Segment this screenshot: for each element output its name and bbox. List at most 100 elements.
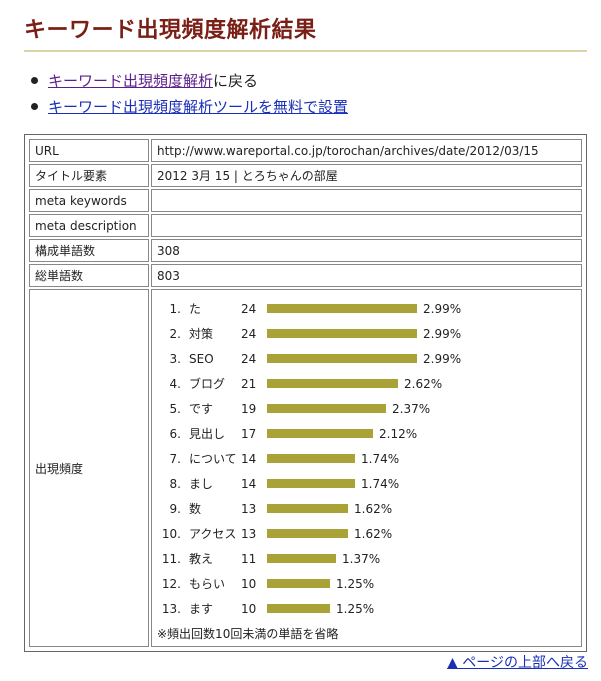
row-key: タイトル要素 [29, 164, 149, 187]
frequency-count: 17 [241, 426, 257, 441]
frequency-label: 出現頻度 [29, 289, 149, 647]
frequency-rank: 11. [161, 551, 181, 566]
frequency-percent: 2.99% [423, 326, 462, 341]
frequency-item: 4. ブログ 21 2.62% [157, 371, 576, 396]
frequency-count: 10 [241, 576, 257, 591]
frequency-count: 21 [241, 376, 257, 391]
frequency-count: 10 [241, 601, 257, 616]
table-row: meta description [29, 214, 582, 237]
link-suffix: に戻る [213, 72, 259, 90]
table-row: meta keywords [29, 189, 582, 212]
frequency-count: 11 [241, 551, 257, 566]
frequency-bar [267, 429, 373, 438]
bullet-icon [31, 77, 38, 84]
frequency-percent: 1.74% [361, 451, 400, 466]
row-key: meta keywords [29, 189, 149, 212]
result-table-container: URL http://www.wareportal.co.jp/torochan/… [24, 134, 587, 652]
frequency-percent: 2.37% [392, 401, 431, 416]
row-key: 総単語数 [29, 264, 149, 287]
row-value [151, 189, 582, 212]
table-row: 構成単語数 308 [29, 239, 582, 262]
frequency-bar [267, 304, 417, 313]
install-tool-link[interactable]: キーワード出現頻度解析ツールを無料で設置 [48, 98, 349, 116]
table-row: タイトル要素 2012 3月 15 | とろちゃんの部屋 [29, 164, 582, 187]
frequency-item: 13. ます 10 1.25% [157, 596, 576, 621]
row-key: 構成単語数 [29, 239, 149, 262]
frequency-percent: 2.99% [423, 301, 462, 316]
frequency-bar [267, 354, 417, 363]
frequency-word: まし [189, 477, 214, 491]
row-value: http://www.wareportal.co.jp/torochan/arc… [151, 139, 582, 162]
nav-links: キーワード出現頻度解析に戻る キーワード出現頻度解析ツールを無料で設置 [24, 68, 348, 120]
frequency-rank: 8. [169, 476, 181, 491]
list-item: キーワード出現頻度解析に戻る [24, 68, 348, 94]
frequency-rank: 9. [169, 501, 181, 516]
frequency-percent: 1.37% [342, 551, 381, 566]
frequency-percent: 2.12% [379, 426, 418, 441]
frequency-bar [267, 529, 348, 538]
back-to-top-link[interactable]: ▲ ページの上部へ戻る [447, 655, 588, 671]
frequency-bar [267, 479, 355, 488]
frequency-rank: 7. [169, 451, 181, 466]
frequency-rank: 2. [169, 326, 181, 341]
frequency-count: 24 [241, 301, 257, 316]
frequency-rank: 13. [161, 601, 181, 616]
back-to-analyzer-link[interactable]: キーワード出現頻度解析 [48, 72, 214, 90]
row-key: URL [29, 139, 149, 162]
frequency-list: 1. た 24 2.99% 2. 対策 24 2.99% 3. SEO 24 2.99% 4. ブログ 21… [151, 289, 582, 647]
frequency-word: ます [189, 602, 214, 616]
table-row: 出現頻度 1. た 24 2.99% 2. 対策 24 2.99% 3. SEO 24 2.99% 4. ブ… [29, 289, 582, 647]
frequency-item: 7. について 14 1.74% [157, 446, 576, 471]
frequency-item: 2. 対策 24 2.99% [157, 321, 576, 346]
title-divider [24, 50, 587, 52]
frequency-rank: 4. [169, 376, 181, 391]
frequency-item: 11. 教え 11 1.37% [157, 546, 576, 571]
frequency-percent: 1.74% [361, 476, 400, 491]
frequency-count: 14 [241, 451, 257, 466]
frequency-word: アクセス [189, 527, 237, 541]
frequency-item: 3. SEO 24 2.99% [157, 346, 576, 371]
frequency-item: 6. 見出し 17 2.12% [157, 421, 576, 446]
frequency-count: 13 [241, 526, 257, 541]
frequency-word: 見出し [189, 427, 226, 441]
frequency-count: 24 [241, 351, 257, 366]
frequency-percent: 1.25% [336, 576, 375, 591]
list-item: キーワード出現頻度解析ツールを無料で設置 [24, 94, 348, 120]
frequency-rank: 1. [169, 301, 181, 316]
row-value: 2012 3月 15 | とろちゃんの部屋 [151, 164, 582, 187]
frequency-percent: 1.62% [354, 526, 393, 541]
row-key: meta description [29, 214, 149, 237]
frequency-word: SEO [189, 351, 214, 366]
frequency-word: です [189, 402, 214, 416]
frequency-word: もらい [189, 577, 226, 591]
frequency-rank: 12. [161, 576, 181, 591]
frequency-bar [267, 379, 398, 388]
frequency-percent: 2.62% [404, 376, 443, 391]
frequency-bar [267, 554, 336, 563]
page-title: キーワード出現頻度解析結果 [24, 18, 317, 43]
frequency-word: について [189, 452, 237, 466]
frequency-percent: 2.99% [423, 351, 462, 366]
frequency-bar [267, 329, 417, 338]
frequency-rank: 5. [169, 401, 181, 416]
frequency-count: 14 [241, 476, 257, 491]
table-row: 総単語数 803 [29, 264, 582, 287]
row-value: 308 [151, 239, 582, 262]
frequency-count: 24 [241, 326, 257, 341]
frequency-word: 教え [189, 552, 214, 566]
frequency-word: た [189, 302, 202, 316]
frequency-item: 12. もらい 10 1.25% [157, 571, 576, 596]
frequency-word: 数 [189, 502, 202, 516]
row-value [151, 214, 582, 237]
frequency-rank: 10. [161, 526, 181, 541]
frequency-word: ブログ [189, 377, 226, 391]
frequency-bar [267, 404, 386, 413]
frequency-rank: 3. [169, 351, 181, 366]
frequency-word: 対策 [189, 327, 214, 341]
frequency-percent: 1.25% [336, 601, 375, 616]
frequency-bar [267, 579, 330, 588]
frequency-item: 9. 数 13 1.62% [157, 496, 576, 521]
frequency-bar [267, 454, 355, 463]
frequency-item: 5. です 19 2.37% [157, 396, 576, 421]
frequency-count: 19 [241, 401, 257, 416]
